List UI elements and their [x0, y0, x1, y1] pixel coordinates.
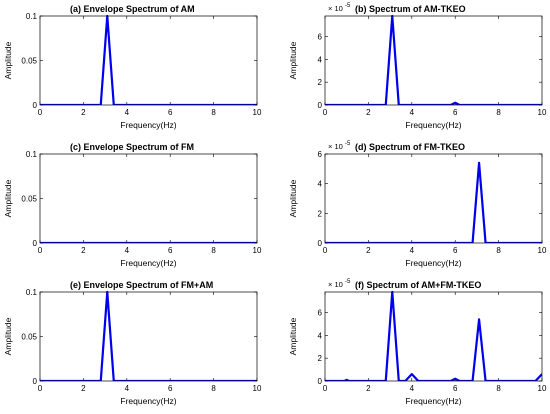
x-tick-label: 8: [496, 108, 501, 117]
x-tick-label: 4: [410, 108, 415, 117]
x-axis-label: Frequency(Hz): [405, 258, 461, 268]
y-tick-label: 0: [318, 377, 323, 386]
axes-frame: [324, 291, 543, 382]
subplot-2: (b) Spectrum of AM-TKEO 0 2 4 6 8 10 0 2 4 6 × 10 -5…: [288, 3, 547, 130]
axes-frame: [324, 15, 543, 106]
x-axis-label: Frequency(Hz): [120, 258, 176, 268]
y-tick-label: 4: [318, 331, 323, 340]
subplot-4: (d) Spectrum of FM-TKEO 0 2 4 6 8 10 0 2 4 6 × 10 -5…: [288, 141, 547, 268]
x-tick-label: 0: [323, 108, 328, 117]
y-tick-label: 6: [318, 33, 323, 42]
subplot-3: (c) Envelope Spectrum of FM 0 2 4 6 8 10 0 0.05 0…: [3, 142, 262, 268]
x-tick-label: 6: [453, 246, 458, 255]
y-multiplier: × 10: [328, 280, 343, 289]
y-multiplier: × 10: [328, 142, 343, 151]
y-tick-label: 6: [318, 150, 323, 159]
x-tick-label: 6: [453, 384, 458, 393]
axes-frame: [39, 153, 258, 244]
subplot-title: (b) Spectrum of AM-TKEO: [355, 4, 466, 14]
series-line: [325, 290, 542, 381]
y-tick-label: 2: [318, 354, 323, 363]
x-tick-label: 0: [323, 384, 328, 393]
x-tick-label: 10: [538, 246, 547, 255]
x-tick-label: 8: [496, 246, 501, 255]
y-multiplier-exponent: -5: [345, 141, 351, 147]
x-tick-label: 6: [168, 246, 173, 255]
y-axis-label: Amplitude: [288, 41, 298, 79]
y-tick-label: 0: [318, 239, 323, 248]
x-tick-label: 2: [366, 108, 371, 117]
axes-frame: [324, 153, 543, 244]
series-line: [40, 14, 257, 105]
y-axis-label: Amplitude: [3, 317, 13, 355]
x-axis-label: Frequency(Hz): [405, 396, 461, 406]
subplot-title: (c) Envelope Spectrum of FM: [70, 142, 194, 152]
y-tick-label: 0.1: [26, 288, 38, 297]
y-axis-label: Amplitude: [3, 179, 13, 217]
x-tick-label: 0: [38, 246, 43, 255]
y-tick-label: 0.1: [26, 150, 38, 159]
y-tick-label: 0.05: [21, 57, 37, 66]
y-tick-label: 0: [33, 377, 38, 386]
x-tick-label: 10: [253, 384, 262, 393]
x-tick-label: 0: [38, 384, 43, 393]
x-tick-label: 8: [496, 384, 501, 393]
x-tick-label: 6: [168, 384, 173, 393]
x-tick-label: 0: [38, 108, 43, 117]
x-tick-label: 0: [323, 246, 328, 255]
x-tick-label: 4: [125, 384, 130, 393]
y-tick-label: 2: [318, 78, 323, 87]
y-tick-label: 6: [318, 309, 323, 318]
x-axis-label: Frequency(Hz): [120, 396, 176, 406]
y-tick-label: 4: [318, 180, 323, 189]
subplot-1: (a) Envelope Spectrum of AM 0 2 4 6 8 10 0 0.05 0…: [3, 4, 262, 130]
y-tick-label: 2: [318, 209, 323, 218]
x-tick-label: 4: [410, 384, 415, 393]
y-multiplier: × 10: [328, 4, 343, 13]
x-axis-label: Frequency(Hz): [405, 120, 461, 130]
x-tick-label: 4: [410, 246, 415, 255]
y-multiplier-exponent: -5: [345, 3, 351, 9]
subplot-6: (f) Spectrum of AM+FM-TKEO 0 2 4 6 8 10 0 2 4 6 × 1…: [288, 279, 547, 406]
x-tick-label: 8: [211, 384, 216, 393]
y-tick-label: 0.05: [21, 333, 37, 342]
axes-frame: [39, 15, 258, 106]
axes-frame: [39, 291, 258, 382]
y-tick-label: 0: [33, 239, 38, 248]
series-line: [325, 161, 542, 243]
subplot-title: (e) Envelope Spectrum of FM+AM: [70, 280, 213, 290]
y-axis-label: Amplitude: [288, 179, 298, 217]
x-tick-label: 6: [453, 108, 458, 117]
x-tick-label: 6: [168, 108, 173, 117]
y-multiplier-exponent: -5: [345, 279, 351, 285]
x-tick-label: 2: [81, 384, 86, 393]
subplot-title: (d) Spectrum of FM-TKEO: [355, 142, 465, 152]
x-tick-label: 10: [253, 246, 262, 255]
y-tick-label: 0.1: [26, 12, 38, 21]
x-tick-label: 2: [81, 108, 86, 117]
series-line: [325, 14, 542, 105]
x-tick-label: 8: [211, 108, 216, 117]
x-tick-label: 10: [538, 108, 547, 117]
x-tick-label: 2: [81, 246, 86, 255]
x-tick-label: 4: [125, 108, 130, 117]
y-tick-label: 4: [318, 55, 323, 64]
x-tick-label: 8: [211, 246, 216, 255]
subplot-5: (e) Envelope Spectrum of FM+AM 0 2 4 6 8 10 0 0.…: [3, 280, 262, 406]
y-tick-label: 0: [33, 101, 38, 110]
x-tick-label: 2: [366, 246, 371, 255]
y-axis-label: Amplitude: [3, 41, 13, 79]
y-axis-label: Amplitude: [288, 317, 298, 355]
x-tick-label: 4: [125, 246, 130, 255]
x-axis-label: Frequency(Hz): [120, 120, 176, 130]
subplot-title: (a) Envelope Spectrum of AM: [70, 4, 195, 14]
y-tick-label: 0.05: [21, 195, 37, 204]
x-tick-label: 10: [538, 384, 547, 393]
y-tick-label: 0: [318, 101, 323, 110]
x-tick-label: 10: [253, 108, 262, 117]
x-tick-label: 2: [366, 384, 371, 393]
series-line: [40, 290, 257, 381]
subplot-title: (f) Spectrum of AM+FM-TKEO: [355, 280, 481, 290]
